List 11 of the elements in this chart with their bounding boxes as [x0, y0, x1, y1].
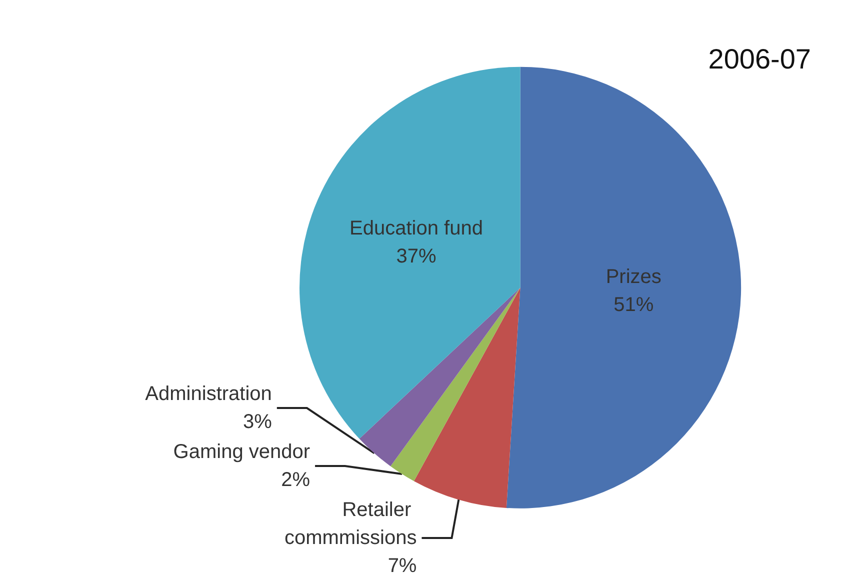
slice-label: Administration [145, 383, 272, 405]
data-label: 3% [243, 411, 272, 433]
slice-label: Education fund [350, 218, 483, 240]
data-label: 37% [396, 246, 436, 268]
slice-label: Retailer commmissions [284, 499, 417, 549]
data-label: 7% [388, 555, 417, 577]
chart-title: 2006-07 [708, 44, 812, 74]
data-label: 2% [281, 469, 310, 491]
slice-label: Gaming vendor [173, 441, 310, 463]
data-label: 51% [614, 294, 654, 316]
slice-label: Prizes [606, 266, 662, 288]
